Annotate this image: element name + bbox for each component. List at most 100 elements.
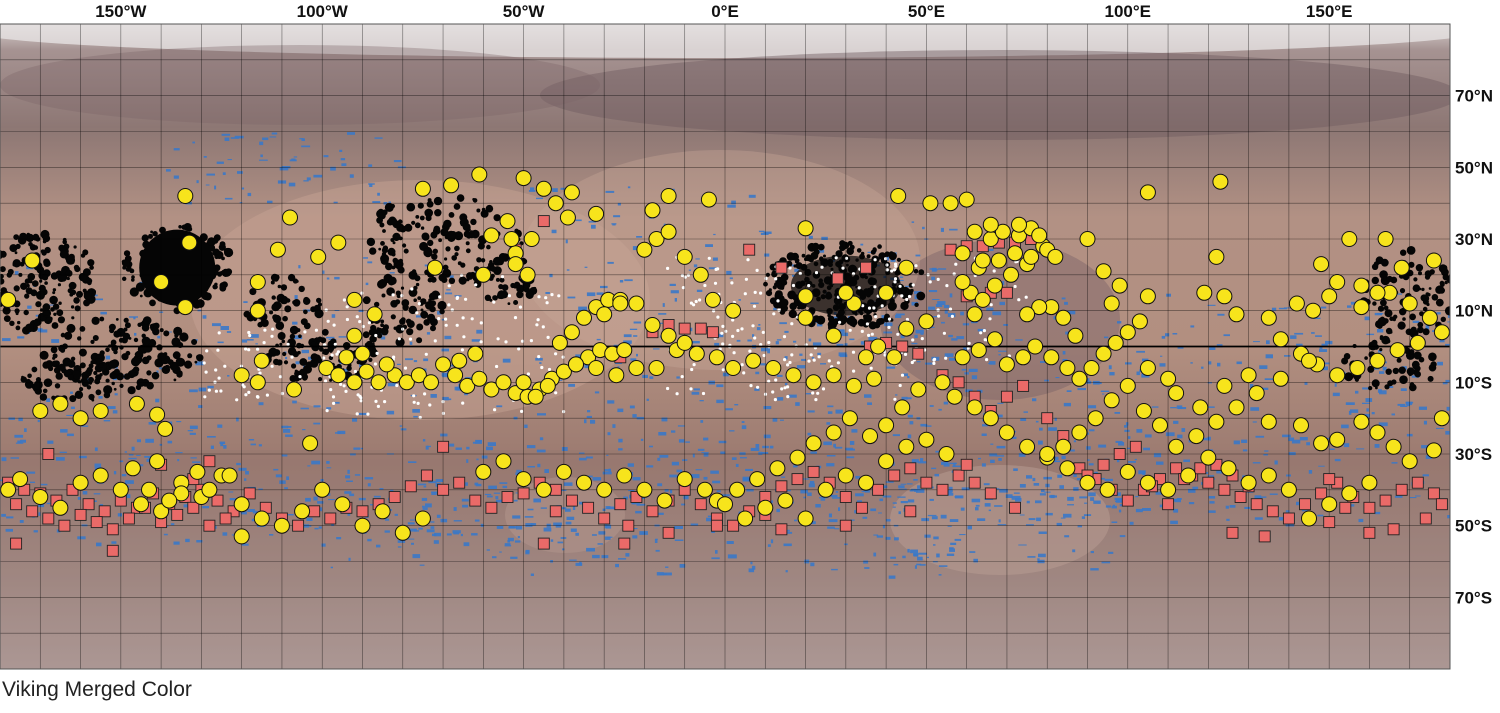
blue-deposit <box>729 277 733 280</box>
blue-deposit <box>293 156 298 158</box>
blue-deposit <box>250 334 259 338</box>
dark-terrain-speck <box>71 316 75 320</box>
circle-marker <box>515 170 532 187</box>
dark-terrain-speck <box>187 353 193 359</box>
blue-deposit <box>330 166 336 171</box>
dark-terrain-speck <box>516 284 525 293</box>
blue-deposit <box>1458 421 1461 425</box>
blue-deposit <box>37 419 40 423</box>
dark-terrain-speck <box>19 232 28 242</box>
white-point <box>450 308 454 312</box>
circle-marker <box>922 195 939 212</box>
circle-marker <box>789 449 806 466</box>
blue-deposit <box>524 516 534 518</box>
blue-deposit <box>949 547 954 549</box>
blue-deposit <box>298 265 301 269</box>
blue-deposit <box>333 201 338 204</box>
square-marker <box>791 473 804 486</box>
white-point <box>874 315 878 319</box>
circle-marker <box>805 435 822 452</box>
blue-deposit <box>408 461 417 463</box>
blue-deposit <box>944 353 954 358</box>
blue-deposit <box>1216 470 1224 474</box>
circle-marker <box>1023 248 1040 265</box>
blue-deposit <box>1125 362 1132 365</box>
blue-deposit <box>801 478 810 480</box>
blue-deposit <box>495 499 505 503</box>
circle-marker <box>757 499 774 516</box>
blue-deposit <box>105 355 111 360</box>
blue-deposit <box>269 136 277 138</box>
white-point <box>841 266 845 270</box>
blue-deposit <box>1011 495 1021 500</box>
white-point <box>359 399 363 403</box>
circle-marker <box>394 524 411 541</box>
blue-deposit <box>1161 335 1166 339</box>
white-point <box>247 330 251 335</box>
dark-terrain-speck <box>187 226 193 232</box>
blue-deposit <box>1038 553 1046 558</box>
blue-deposit <box>1253 341 1260 343</box>
circle-marker <box>1389 342 1406 359</box>
dark-terrain-speck <box>849 244 855 250</box>
blue-deposit <box>833 443 836 448</box>
dark-terrain-speck <box>173 326 183 336</box>
square-marker <box>618 537 631 550</box>
blue-deposit <box>692 453 695 458</box>
blue-deposit <box>1313 317 1321 319</box>
blue-deposit <box>594 391 600 394</box>
blue-deposit <box>480 523 484 527</box>
blue-deposit <box>600 285 608 289</box>
circle-marker <box>414 510 431 527</box>
white-point <box>383 400 387 404</box>
blue-deposit <box>557 489 567 491</box>
blue-deposit <box>246 339 254 341</box>
dark-terrain-speck <box>380 323 384 328</box>
circle-marker <box>708 349 725 366</box>
circle-marker <box>966 223 983 240</box>
circle-marker <box>704 291 721 308</box>
blue-deposit <box>512 515 521 519</box>
dark-terrain-speck <box>173 378 177 382</box>
blue-deposit <box>241 187 245 190</box>
blue-deposit <box>190 457 197 459</box>
blue-deposit <box>739 452 746 455</box>
circle-marker <box>1087 410 1104 427</box>
blue-deposit <box>1321 366 1328 371</box>
dark-terrain-speck <box>299 358 308 366</box>
white-point <box>809 353 813 357</box>
blue-deposit <box>223 445 227 449</box>
blue-deposit <box>1249 384 1254 388</box>
dark-terrain-speck <box>514 228 519 233</box>
dark-terrain-speck <box>445 246 451 252</box>
dark-terrain-speck <box>54 383 61 389</box>
square-marker <box>727 519 740 532</box>
blue-deposit <box>978 457 981 460</box>
dark-terrain-speck <box>103 391 111 399</box>
blue-deposit <box>1319 349 1328 352</box>
blue-deposit <box>1108 365 1112 370</box>
circle-marker <box>1248 385 1265 402</box>
dark-terrain-speck <box>1424 274 1431 280</box>
dark-terrain-speck <box>469 233 475 239</box>
blue-deposit <box>1282 434 1291 438</box>
dark-terrain-speck <box>444 257 448 261</box>
blue-deposit <box>969 551 976 553</box>
blue-deposit <box>367 483 371 487</box>
circle-marker <box>1425 442 1442 459</box>
blue-deposit <box>898 511 901 515</box>
white-point <box>910 360 914 365</box>
blue-deposit <box>894 537 899 541</box>
dark-terrain-speck <box>175 357 184 366</box>
blue-deposit <box>1115 440 1123 443</box>
dark-terrain-speck <box>1391 379 1397 385</box>
white-point <box>263 328 267 332</box>
circle-marker <box>443 177 460 194</box>
dark-terrain-speck <box>381 209 388 216</box>
dark-terrain-speck <box>292 299 301 307</box>
blue-deposit <box>772 418 778 422</box>
blue-deposit <box>207 436 216 438</box>
blue-deposit <box>349 493 355 497</box>
blue-deposit <box>726 541 734 544</box>
blue-deposit <box>374 137 383 139</box>
